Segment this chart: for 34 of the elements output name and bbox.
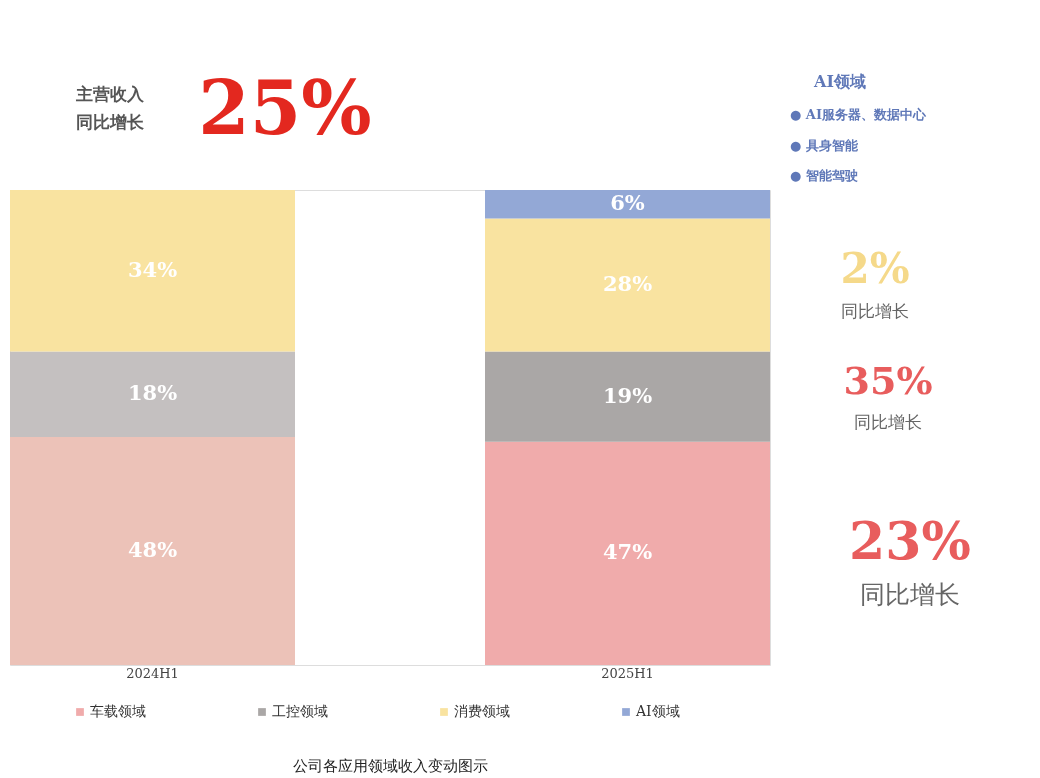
text: 23% xyxy=(849,510,971,571)
x-tick-label: 2024H1 xyxy=(126,665,179,681)
data-label: 48% xyxy=(127,537,178,562)
text: 同比增长 xyxy=(76,112,145,132)
legend-label: 消费领域 xyxy=(454,703,510,719)
text: 同比增长 xyxy=(841,301,909,321)
data-label: 34% xyxy=(127,256,178,282)
data-label: 19% xyxy=(602,382,653,408)
text: 25% xyxy=(198,65,372,151)
data-label: 28% xyxy=(602,271,653,296)
bar xyxy=(10,437,295,665)
legend-label: AI领域 xyxy=(635,703,680,719)
text: ● AI服务器、数据中心 xyxy=(790,107,928,122)
bar xyxy=(485,218,770,352)
data-label: 18% xyxy=(127,380,178,406)
text: AI领域 xyxy=(813,72,866,91)
text: ● 智能驾驶 xyxy=(790,168,858,183)
bar xyxy=(10,351,295,437)
bar xyxy=(485,351,770,442)
data-label: 6% xyxy=(610,190,645,216)
text: 35% xyxy=(843,358,933,403)
text: 公司各应用领域收入变动图示 xyxy=(292,757,488,775)
bar xyxy=(485,441,770,665)
data-label: 47% xyxy=(602,539,653,565)
bar xyxy=(485,190,770,219)
text: 2% xyxy=(840,244,910,293)
text: 同比增长 xyxy=(854,412,922,432)
text: 主营收入 xyxy=(75,84,145,104)
text: ● 具身智能 xyxy=(790,138,859,153)
legend-label: 工控领域 xyxy=(272,703,328,719)
x-tick-label: 2025H1 xyxy=(601,665,654,681)
text: 同比增长 xyxy=(860,580,960,609)
legend-label: 车载领域 xyxy=(90,703,146,719)
bar xyxy=(10,190,295,352)
